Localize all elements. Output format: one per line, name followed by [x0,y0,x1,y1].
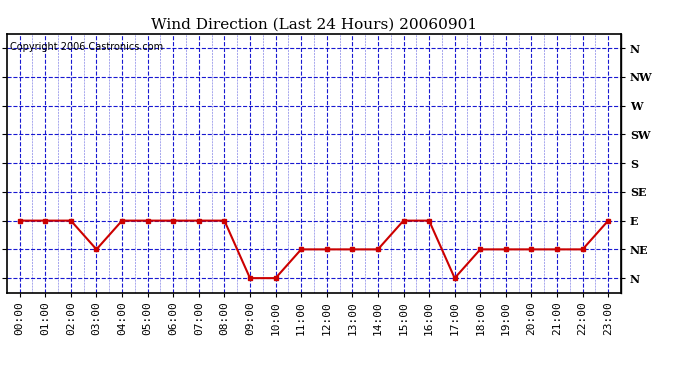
Text: Copyright 2006 Castronics.com: Copyright 2006 Castronics.com [10,42,163,51]
Title: Wind Direction (Last 24 Hours) 20060901: Wind Direction (Last 24 Hours) 20060901 [151,17,477,31]
